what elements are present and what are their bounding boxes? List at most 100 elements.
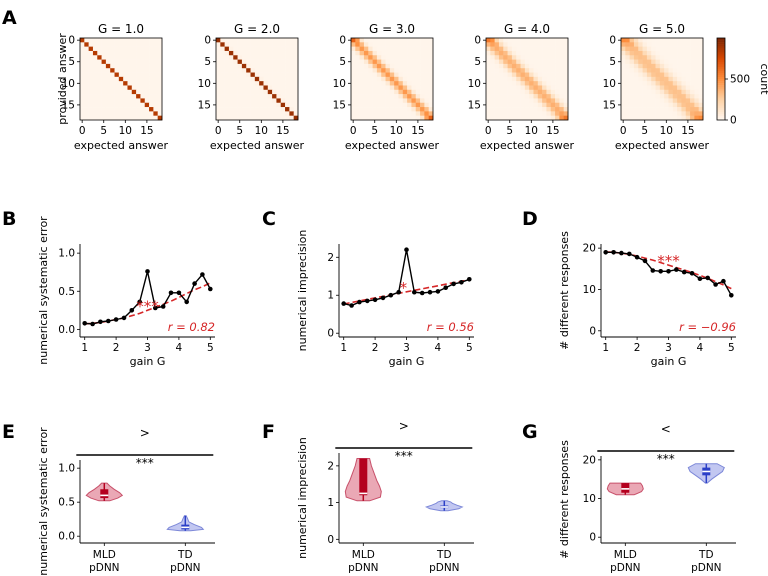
heatmap-cell: [494, 115, 500, 121]
heatmap-cell: [376, 98, 382, 104]
significance-stars: ***: [395, 449, 413, 463]
heatmap-cell: [672, 98, 678, 104]
heatmap-cell: [655, 72, 661, 78]
heatmap-cell: [498, 102, 504, 108]
heatmap-cell: [690, 85, 695, 91]
heatmap-cell: [411, 107, 417, 112]
heatmap-cell: [289, 94, 294, 99]
heatmap-cell: [486, 50, 491, 56]
heatmap-cell: [389, 76, 395, 82]
heatmap-cell: [498, 55, 504, 60]
heatmap-cell: [220, 89, 225, 95]
heatmap-cell: [698, 102, 704, 108]
heatmap-cell: [250, 46, 256, 52]
heatmap-cell: [127, 38, 133, 43]
heatmap-cell: [503, 94, 508, 99]
heatmap-cell: [394, 85, 399, 91]
heatmap-cell: [363, 102, 369, 108]
heatmap-cell: [359, 55, 365, 60]
heatmap-cell: [131, 89, 137, 95]
heatmap-cell: [533, 72, 539, 78]
heatmap-cell: [511, 102, 517, 108]
heatmap-cell: [533, 42, 539, 47]
heatmap-cell: [638, 38, 643, 43]
heatmap-cell: [293, 85, 299, 91]
heatmap-cell: [629, 111, 635, 116]
heatmap-cell: [153, 115, 158, 121]
heatmap-cell: [376, 46, 382, 52]
heatmap-cell: [153, 94, 158, 99]
x-tick-label: 4: [435, 342, 442, 354]
x-tick-label: 3: [665, 342, 672, 354]
heatmap-cell: [381, 81, 386, 86]
heatmap-cell: [407, 55, 412, 60]
heatmap-cell: [411, 89, 417, 95]
heatmap-cell: [216, 38, 221, 43]
x-tick-label: TD: [436, 549, 452, 561]
x-tick-label: pDNN: [170, 562, 200, 574]
heatmap-cell: [681, 81, 687, 86]
heatmap-cell: [420, 94, 425, 99]
heatmap-cell: [80, 68, 85, 73]
heatmap-cell: [546, 102, 552, 108]
heatmap-cell: [233, 46, 238, 52]
heatmap-cell: [424, 81, 429, 86]
data-point: [451, 281, 456, 287]
heatmap-cell: [681, 46, 687, 52]
heatmap-cell: [420, 72, 425, 78]
heatmap-cell: [677, 68, 682, 73]
heatmap-cell: [272, 115, 277, 121]
heatmap-cell: [237, 115, 243, 121]
heatmap-cell: [629, 94, 635, 99]
heatmap-cell: [420, 46, 425, 52]
heatmap-cell: [490, 63, 495, 69]
heatmap-cell: [228, 94, 234, 99]
heatmap-cell: [407, 76, 412, 82]
heatmap-cell: [651, 85, 656, 91]
heatmap-cell: [524, 72, 530, 78]
heatmap-cell: [490, 72, 495, 78]
heatmap-cell: [621, 68, 626, 73]
heatmap-cell: [621, 46, 626, 52]
heatmap-cell: [411, 42, 417, 47]
heatmap-cell: [127, 85, 133, 91]
heatmap-cell: [110, 85, 115, 91]
heatmap-cell: [394, 76, 399, 82]
heatmap-cell: [555, 68, 560, 73]
heatmap-cell: [372, 102, 378, 108]
heatmap-cell: [224, 102, 230, 108]
heatmap-cell: [529, 50, 534, 56]
heatmap-cell: [529, 94, 534, 99]
x-tick-label: 5: [207, 342, 214, 354]
heatmap-cell: [127, 46, 133, 52]
heatmap-cell: [228, 81, 234, 86]
heatmap-cell: [241, 63, 247, 69]
heatmap-cell: [415, 94, 421, 99]
heatmap-cell: [241, 38, 247, 43]
heatmap-cell: [272, 107, 277, 112]
heatmap-cell: [237, 55, 243, 60]
heatmap-cell: [224, 68, 230, 73]
heatmap-cell: [149, 89, 154, 95]
heatmap-cell: [237, 102, 243, 108]
heatmap-cell: [84, 59, 89, 65]
heatmap-cell: [677, 85, 682, 91]
colorbar-segment: [717, 46, 725, 49]
heatmap-cell: [524, 115, 530, 121]
heatmap-cell: [424, 72, 429, 78]
heatmap-cell: [101, 59, 107, 65]
heatmap-cell: [84, 46, 89, 52]
heatmap-cell: [642, 102, 648, 108]
heatmap-cell: [114, 55, 120, 60]
heatmap-cell: [97, 72, 102, 78]
heatmap-cell: [246, 81, 251, 86]
heatmap-cell: [428, 42, 434, 47]
heatmap-cell: [127, 89, 133, 95]
heatmap-cell: [216, 89, 221, 95]
heatmap-cell: [389, 72, 395, 78]
heatmap-cell: [646, 50, 652, 56]
heatmap-cell: [101, 76, 107, 82]
heatmap-cell: [537, 46, 543, 52]
heatmap-cell: [672, 76, 678, 82]
heatmap-cell: [659, 107, 665, 112]
